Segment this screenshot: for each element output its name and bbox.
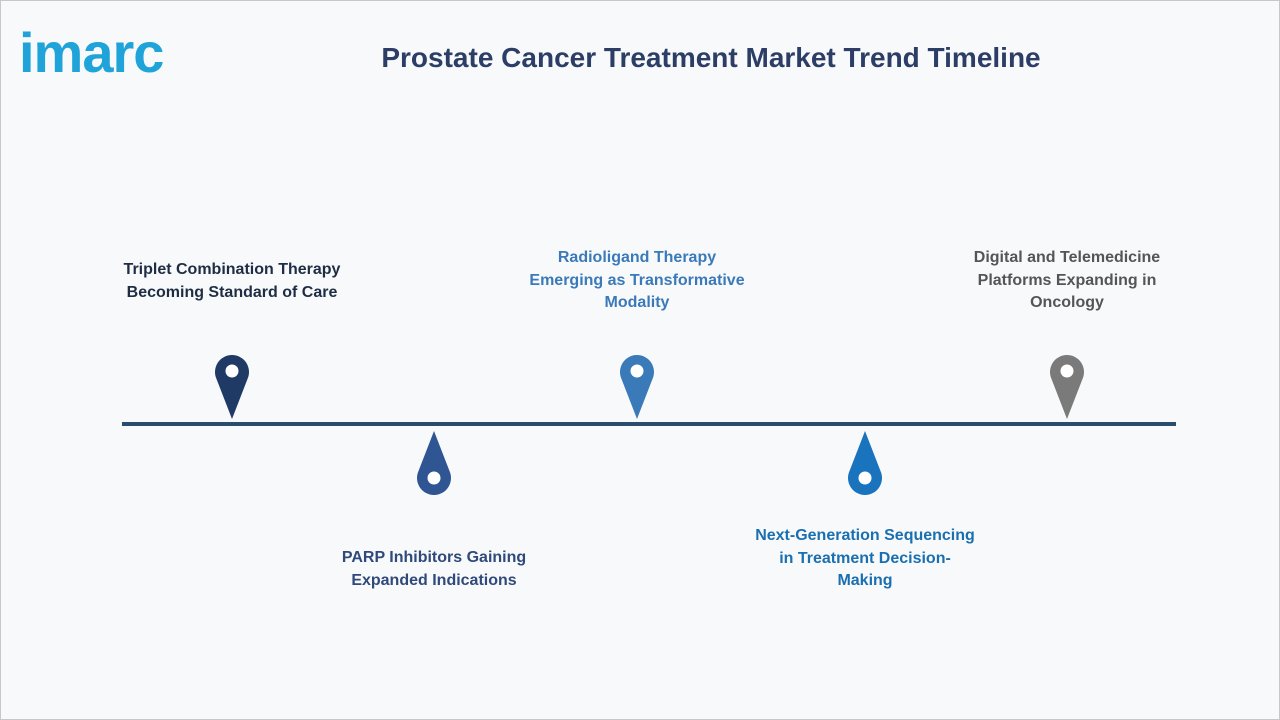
pin-hole bbox=[225, 364, 239, 378]
label-line: Oncology bbox=[1030, 294, 1104, 311]
label-line: PARP Inhibitors Gaining bbox=[341, 549, 527, 566]
pin bbox=[417, 431, 451, 495]
pin-hole bbox=[1060, 364, 1074, 378]
label-line: Becoming Standard of Care bbox=[126, 283, 338, 301]
label-line: Making bbox=[837, 572, 893, 589]
pin-hole bbox=[630, 364, 644, 378]
label-line: Radioligand Therapy bbox=[557, 249, 717, 266]
pin bbox=[620, 355, 654, 419]
milestone-label: PARP Inhibitors Gaining Expanded Indicati… bbox=[294, 547, 574, 592]
title: Prostate Cancer Treatment Market Trend T… bbox=[381, 42, 1041, 73]
pin-hole bbox=[858, 471, 872, 485]
label-line: Next-Generation Sequencing bbox=[755, 527, 975, 544]
logo: imarc bbox=[19, 21, 164, 84]
milestone-label: Radioligand Therapy Emerging as Transform… bbox=[497, 247, 777, 315]
milestone-label: Triplet Combination Therapy Becoming Stan… bbox=[92, 259, 372, 304]
label-line: Emerging as Transformative bbox=[529, 271, 745, 289]
label-line: Expanded Indications bbox=[351, 571, 517, 589]
milestone-label: Digital and Telemedicine Platforms Expand… bbox=[927, 247, 1207, 315]
label-line: Platforms Expanding in bbox=[977, 271, 1157, 289]
pin bbox=[214, 355, 250, 419]
label-line: Modality bbox=[604, 294, 670, 311]
milestone-label: Next-Generation Sequencing in Treatment D… bbox=[725, 525, 1005, 593]
label-line: Digital and Telemedicine bbox=[973, 249, 1161, 266]
pin-hole bbox=[427, 471, 441, 485]
label-line: Triplet Combination Therapy bbox=[123, 261, 341, 278]
pin bbox=[848, 431, 882, 495]
label-line: in Treatment Decision- bbox=[779, 549, 951, 567]
pin bbox=[1050, 355, 1084, 419]
